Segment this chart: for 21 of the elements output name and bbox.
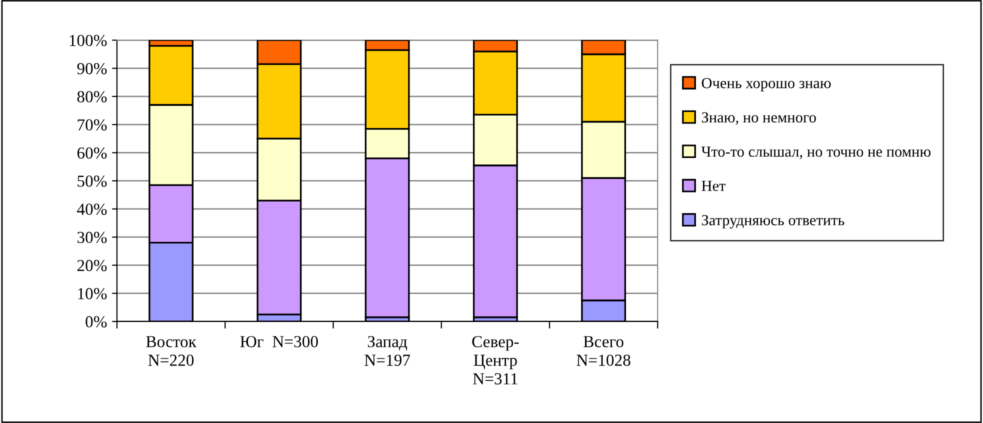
y-tick-label: 10% [78,288,107,300]
y-tick-label: 20% [77,260,107,272]
x-tick-label: Восток N=220 [146,336,196,366]
x-tick-label: Север- Центр N=311 [472,336,519,384]
x-tick-label: Юг N=300 [240,336,318,348]
y-tick-label: 40% [77,204,107,215]
y-tick-label: 60% [77,147,107,159]
x-tick-label: Всего N=1028 [576,336,630,366]
legend-label: Нет [702,180,726,192]
legend-label: Что-то слышал, но точно не помню [701,146,931,159]
legend-label: Знаю, но немного [702,112,816,125]
y-tick-label: 30% [78,232,107,244]
y-tick-label: 80% [77,91,107,102]
y-tick-label: 50% [78,176,107,187]
x-tick-label: Запад N=197 [364,336,410,366]
y-tick-label: 100% [70,34,107,46]
legend-label: Очень хорошо знаю [702,78,831,92]
y-tick-label: 70% [78,119,107,131]
y-tick-label: 0% [86,316,107,328]
y-tick-label: 90% [77,63,107,74]
legend-label: Затрудняюсь ответить [702,215,844,228]
